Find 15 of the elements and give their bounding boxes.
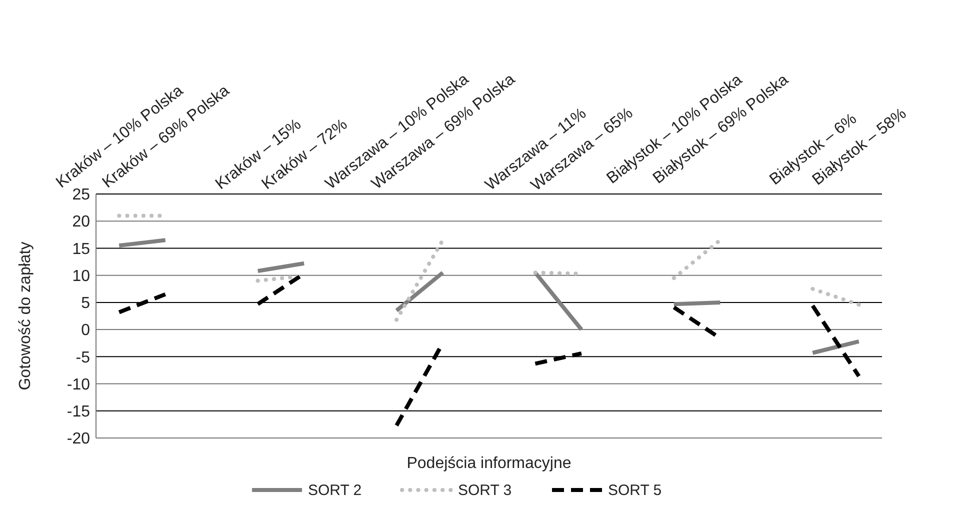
y-tick-label: 5: [81, 295, 90, 312]
x-axis-title: Podejścia informacyjne: [406, 455, 572, 472]
y-tick-label: 10: [72, 268, 90, 285]
y-tick-label: -15: [66, 403, 90, 420]
y-tick-label: 0: [81, 322, 90, 340]
legend-label: SORT 5: [608, 482, 662, 499]
legend-label: SORT 3: [458, 482, 512, 499]
y-tick-label: -5: [76, 349, 90, 366]
y-tick-label: -10: [66, 376, 90, 394]
y-tick-label: 20: [72, 214, 90, 231]
y-tick-label: 25: [72, 186, 90, 204]
y-axis-title: Gotowość do zapłaty: [17, 242, 34, 390]
legend-label: SORT 2: [308, 482, 362, 499]
y-tick-label: -20: [66, 430, 90, 448]
y-tick-label: 15: [72, 240, 90, 258]
